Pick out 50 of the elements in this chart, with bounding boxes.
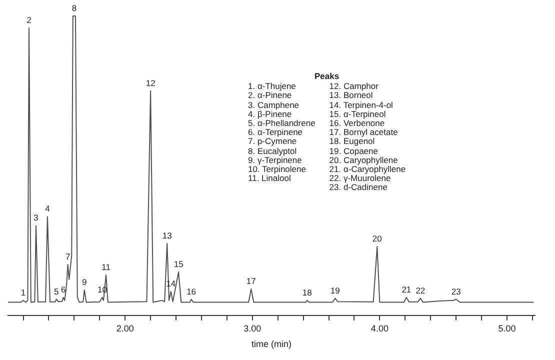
annotation: 7. p-Cymene (248, 136, 297, 147)
annotation: 12. Camphor (329, 81, 380, 92)
annotation: 1. α-Thujene (248, 81, 297, 92)
annotation: 13. Borneol (329, 90, 373, 101)
annotation: 4. β-Pinene (248, 108, 292, 120)
annotation: 20. Caryophyllene (329, 154, 399, 166)
annotation: 16. Verbenone (329, 118, 385, 128)
annotation: 8 (72, 3, 77, 14)
annotation: 21 (402, 284, 412, 295)
annotation: 23 (451, 286, 462, 296)
annotation: 13 (162, 230, 172, 241)
annotation: 3 (34, 212, 39, 223)
annotation: 19. Copaene (329, 146, 379, 156)
annotation: 11 (102, 262, 111, 272)
annotation: 19 (330, 285, 340, 296)
annotation: 6 (61, 284, 66, 295)
annotation: 3. Camphene (248, 100, 300, 110)
annotation: 4 (45, 204, 50, 214)
annotation: 11. Linalool (248, 173, 291, 184)
annotation: 9. γ-Terpinene (248, 154, 303, 166)
annotation: 15. α-Terpineol (329, 108, 386, 120)
annotation: 5. α-Phellandrene (248, 118, 316, 128)
annotation: 1 (20, 288, 26, 298)
x-tick-label: 4.00 (370, 323, 388, 334)
annotation: 14. Terpinen-4-ol (329, 100, 394, 110)
annotation: 6. α-Terpinene (248, 127, 304, 138)
annotation: 5 (54, 286, 60, 296)
annotation: 21. α-Caryophyllene (329, 164, 406, 174)
annotation: 17. Bornyl acetate (329, 127, 399, 138)
x-tick-label: 3.00 (244, 323, 262, 334)
annotation: 18. Eugenol (329, 136, 376, 147)
annotation: 16 (186, 286, 196, 296)
annotation: 23. d-Cadinene (329, 182, 388, 193)
annotation: 18 (302, 288, 312, 298)
annotation: 9 (82, 277, 88, 288)
x-axis-title: time (min) (252, 339, 292, 350)
annotation: 2. α-Pinene (248, 90, 292, 101)
annotation: 12 (146, 78, 156, 88)
annotation: 22 (416, 285, 426, 296)
annotation: 22. γ-Muurolene (329, 173, 391, 184)
annotation: 20 (372, 234, 382, 244)
x-tick-label: 2.00 (116, 323, 134, 334)
annotation: Peaks (313, 71, 340, 82)
annotation: 15 (174, 259, 184, 270)
annotation: 2 (26, 15, 32, 26)
annotation: 17 (246, 276, 256, 286)
annotation: 8. Eucalyptol (248, 146, 298, 156)
annotation: 10. Terpinolene (248, 164, 307, 174)
annotation: 7 (65, 252, 70, 262)
x-tick-label: 5.00 (498, 323, 516, 334)
